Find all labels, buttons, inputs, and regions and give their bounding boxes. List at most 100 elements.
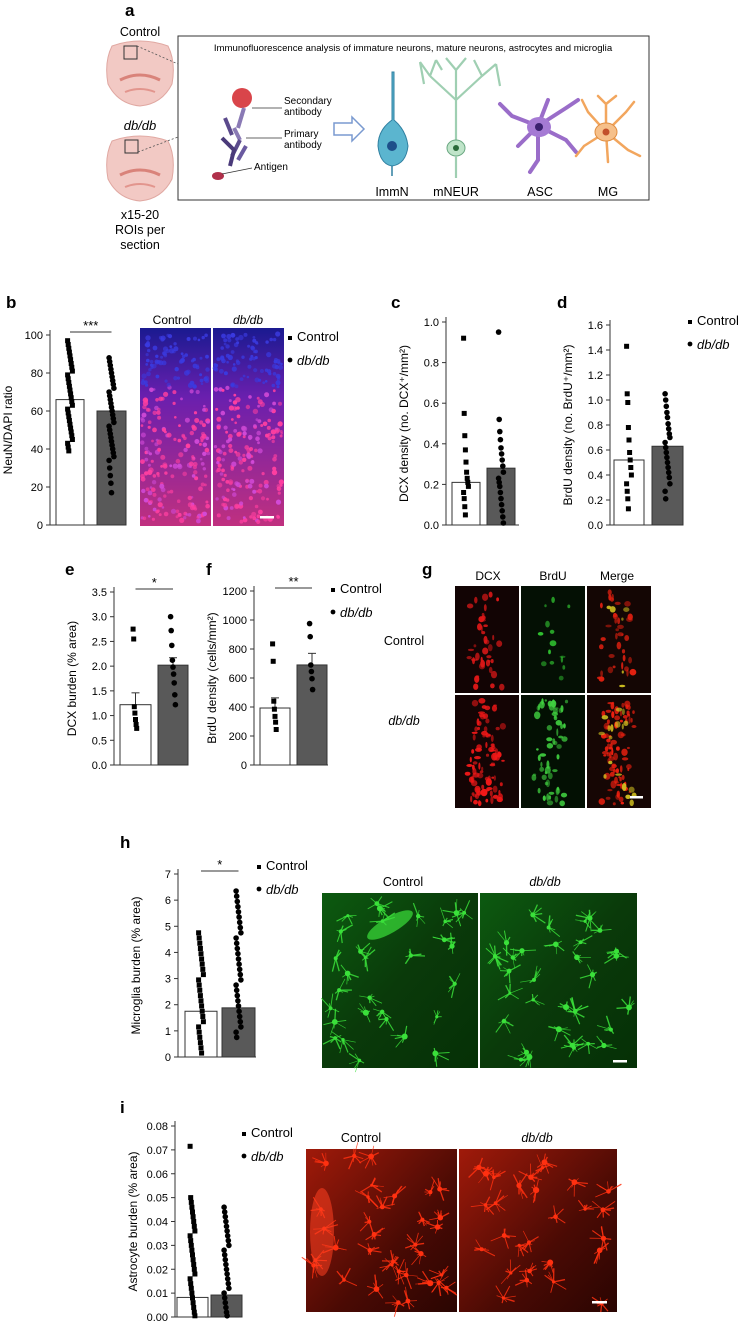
merge-signal <box>603 754 607 757</box>
y-tick-label: 400 <box>229 702 247 714</box>
data-point-dbdb <box>663 449 670 456</box>
dcx-signal <box>464 771 471 776</box>
nucleus-dot <box>163 511 169 517</box>
g-row-control: Control <box>384 634 424 648</box>
y-axis-label: BrdU density (cells/mm²) <box>205 612 219 743</box>
dcx-signal <box>472 764 475 771</box>
nucleus-dot <box>230 467 234 471</box>
data-point-dbdb <box>662 496 669 502</box>
data-point-control <box>65 338 71 344</box>
y-tick-label: 6 <box>165 895 171 907</box>
data-point-dbdb <box>221 1252 228 1258</box>
dcx-signal <box>496 640 503 647</box>
data-point-control <box>68 429 74 435</box>
data-point-dbdb <box>665 421 671 427</box>
merge-signal <box>604 746 609 752</box>
nucleus-dot <box>226 360 229 364</box>
merge-signal <box>625 794 631 799</box>
nucleus-dot <box>152 507 157 512</box>
nucleus-dot <box>248 395 252 399</box>
nucleus-dot <box>157 502 163 508</box>
rois-label-1: x15-20 <box>121 208 159 222</box>
dcx-signal <box>488 746 494 753</box>
nucleus-dot <box>202 467 206 471</box>
nucleus-dot <box>144 471 149 476</box>
data-point-control <box>132 710 138 716</box>
astrocyte-cell-process <box>391 1264 398 1279</box>
nucleus-dot <box>222 451 227 456</box>
data-point-control <box>199 1008 205 1014</box>
legend-label-control: Control <box>251 1125 293 1140</box>
dcx-signal <box>491 752 498 761</box>
nucleus-dot <box>272 389 276 393</box>
panel-letter-g: g <box>422 560 432 579</box>
dcx-signal <box>491 776 495 779</box>
y-tick-label: 0.03 <box>147 1240 168 1252</box>
dcx-signal <box>479 713 484 718</box>
merge-signal <box>617 624 624 630</box>
brdu-signal <box>532 773 537 776</box>
nucleus-dot <box>152 410 157 415</box>
y-tick-label: 800 <box>229 644 247 656</box>
y-axis-label: DCX density (no. DCX⁺/mm²) <box>397 345 411 502</box>
astrocyte-cell <box>600 1207 606 1213</box>
antigen-label: Antigen <box>254 162 288 173</box>
data-point-control <box>66 418 72 423</box>
astrocyte-cell-process <box>608 1183 622 1192</box>
nucleus-dot <box>273 454 278 458</box>
nucleus-dot <box>276 484 281 489</box>
nucleus-dot <box>177 438 182 443</box>
nucleus-dot <box>220 346 224 350</box>
astrocyte-cell-process <box>577 1199 586 1210</box>
dcx-signal <box>486 655 492 659</box>
microglia-cell <box>367 910 413 940</box>
data-point-control <box>68 361 74 366</box>
nucleus-dot <box>160 355 164 359</box>
nucleus-dot <box>200 462 205 466</box>
merge-signal <box>626 746 630 750</box>
astrocyte-cell-process <box>343 1279 358 1287</box>
microglia-cell-process <box>532 914 546 924</box>
legend-marker-dbdb <box>687 341 693 347</box>
y-tick-label: 40 <box>31 444 43 456</box>
dcx-signal <box>499 782 503 787</box>
i-label-dbdb: db/db <box>521 1131 552 1145</box>
dcx-signal <box>473 644 477 648</box>
nucleus-dot <box>247 434 253 440</box>
data-point-dbdb <box>237 971 244 978</box>
nucleus-dot <box>236 341 240 345</box>
data-point-control <box>625 425 631 430</box>
scale-bar <box>630 796 643 799</box>
nucleus-dot <box>266 425 271 430</box>
nucleus-dot <box>149 499 153 504</box>
nucleus-dot <box>225 430 229 434</box>
merge-signal <box>619 684 626 688</box>
data-point-control <box>191 1219 197 1224</box>
secondary-antibody-label: Secondary <box>284 96 332 107</box>
data-point-dbdb <box>497 428 503 435</box>
nucleus-dot <box>163 494 167 498</box>
nucleus-dot <box>238 334 244 341</box>
data-point-dbdb <box>111 453 117 460</box>
data-point-control <box>625 506 631 512</box>
nucleus-dot <box>152 474 157 478</box>
dcx-signal <box>467 648 475 652</box>
merge-signal <box>607 743 611 749</box>
primary-antibody-label-2: antibody <box>284 140 322 151</box>
dcx-signal <box>472 772 480 778</box>
merge-signal <box>606 719 610 724</box>
nucleus-dot <box>272 466 277 471</box>
merge-signal <box>608 735 613 740</box>
dcx-signal <box>480 625 483 632</box>
dcx-signal <box>485 753 490 757</box>
data-point-dbdb <box>497 489 504 496</box>
nucleus-dot <box>254 341 259 345</box>
brdu-signal <box>546 760 550 769</box>
merge-signal <box>614 618 618 624</box>
microglia-cell <box>453 910 460 916</box>
dcx-signal <box>478 698 486 704</box>
merge-signal <box>610 739 617 745</box>
data-point-dbdb <box>500 463 506 469</box>
nucleus-dot <box>234 481 239 486</box>
astrocyte-cell <box>571 1179 578 1186</box>
